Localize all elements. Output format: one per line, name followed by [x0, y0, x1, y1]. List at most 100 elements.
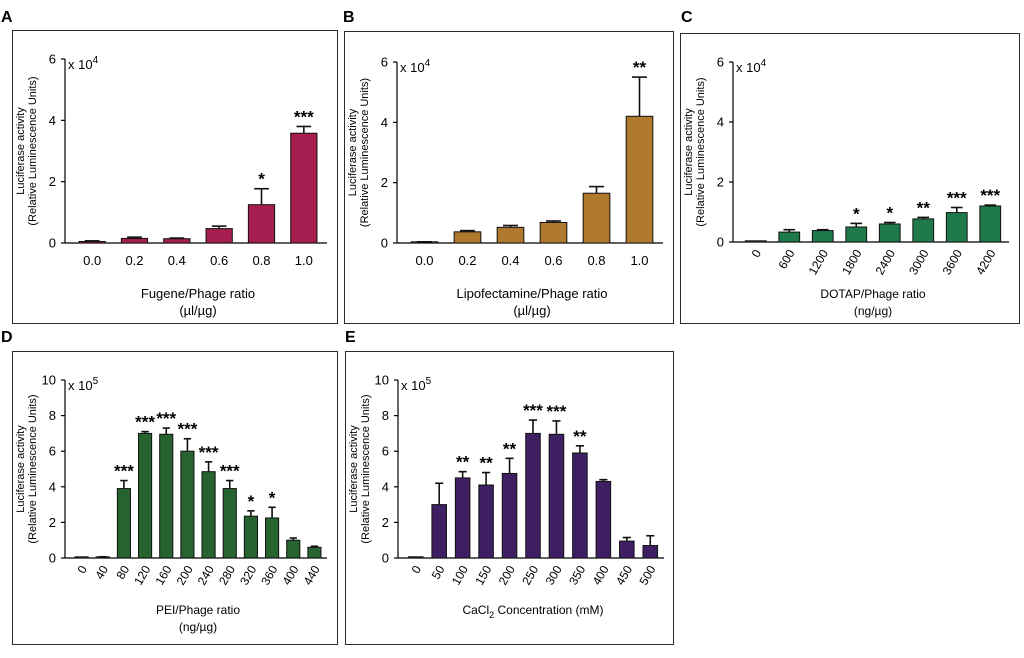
x-tick-label: 0.0	[83, 253, 101, 268]
panel-b: 0 2 4 6 x 104 Luciferase activity (Relative Lu…	[344, 31, 674, 324]
x-axis-label-units: (ng/µg)	[854, 304, 892, 318]
scale-label: x 104	[400, 58, 431, 75]
y-tick-label: 2	[717, 175, 724, 190]
panel-letter-c: C	[681, 9, 693, 26]
bar	[243, 515, 258, 559]
x-tick-label: 0	[74, 563, 90, 576]
y-tick-label: 2	[49, 174, 56, 189]
bar	[78, 240, 106, 244]
x-tick-label: 600	[775, 247, 797, 272]
chart-a: 0 2 4 6 x 104 Luciferase activity (Relative Lu…	[15, 52, 327, 318]
significance-marker: ***	[294, 107, 314, 126]
bar	[290, 132, 318, 244]
y-axis-label: Luciferase activity	[15, 107, 27, 195]
scale-label: x 104	[68, 55, 99, 72]
x-tick-label: 4200	[973, 247, 999, 277]
scale-exponent: 5	[426, 376, 432, 387]
x-tick-label: 0.6	[544, 253, 562, 268]
x-tick-label: 500	[636, 563, 658, 588]
significance-marker: ***	[177, 420, 197, 439]
scale-label: x 104	[736, 58, 767, 75]
x-axis-label: DOTAP/Phage ratio	[820, 287, 925, 301]
y-tick-label: 6	[381, 55, 388, 70]
x-tick-label: 1.0	[295, 253, 313, 268]
x-tick-label: 250	[519, 563, 541, 588]
x-tick-label: 0.8	[252, 253, 270, 268]
bar	[878, 223, 901, 243]
y-axis-label: Luciferase activity	[347, 108, 359, 196]
significance-marker: ***	[523, 401, 543, 420]
x-tick-label: 360	[258, 563, 280, 588]
bar	[845, 226, 868, 243]
bar	[912, 218, 935, 243]
x-tick-label: 200	[174, 563, 196, 588]
y-tick-label: 4	[382, 479, 389, 494]
y-tick-label: 0	[382, 551, 389, 566]
significance-marker: *	[258, 170, 265, 189]
bar	[744, 240, 767, 243]
bar	[201, 471, 216, 559]
significance-marker: ***	[114, 462, 134, 481]
bar	[265, 517, 280, 559]
bar	[778, 231, 801, 243]
x-tick-label: 3600	[940, 247, 966, 277]
x-axis-label-units: (µl/µg)	[179, 303, 216, 318]
bar	[163, 238, 191, 244]
bar	[454, 477, 471, 559]
significance-marker: ***	[547, 402, 567, 421]
x-tick-label: 0.6	[210, 253, 228, 268]
x-tick-label: 0	[409, 563, 425, 576]
significance-marker: ***	[947, 189, 967, 208]
y-tick-label: 2	[381, 175, 388, 190]
scale-exponent: 4	[425, 58, 431, 69]
x-tick-label: 80	[113, 563, 132, 582]
y-tick-label: 6	[49, 52, 56, 67]
x-axis-label: Lipofectamine/Phage ratio	[456, 286, 607, 301]
x-tick-label: 120	[131, 563, 153, 588]
x-tick-label: 150	[472, 563, 494, 588]
x-tick-label: 200	[496, 563, 518, 588]
x-tick-label: 3000	[906, 247, 932, 277]
bar	[979, 205, 1002, 243]
bar	[159, 433, 174, 559]
scale-exponent: 4	[93, 55, 99, 66]
significance-marker: ***	[980, 186, 1000, 205]
significance-marker: **	[917, 198, 931, 217]
bar	[811, 230, 834, 243]
x-tick-label: 450	[613, 563, 635, 588]
significance-marker: **	[573, 427, 587, 446]
x-tick-label: 400	[590, 563, 612, 588]
panel-d: 0 2 4 6 8 10 x 105 Luciferase activity (Relative…	[12, 351, 338, 645]
y-axis-label-units: (Relative Luminescence Units)	[359, 78, 371, 227]
scale-exponent: 5	[93, 376, 99, 387]
panel-letter-e: E	[345, 329, 356, 346]
x-tick-label: 2400	[873, 247, 899, 277]
bar	[138, 432, 153, 559]
y-tick-label: 4	[49, 479, 56, 494]
panel-c: 0 2 4 6 x 104 Luciferase activity (Relative Lu…	[680, 33, 1020, 324]
bar	[478, 484, 494, 559]
x-tick-label: 0.8	[587, 253, 605, 268]
significance-marker: ***	[220, 462, 240, 481]
x-tick-label: 160	[152, 563, 174, 588]
panel-letter-a: A	[1, 9, 13, 26]
bar	[407, 556, 424, 559]
y-tick-label: 4	[717, 115, 724, 130]
bar	[307, 546, 322, 559]
bar	[619, 540, 635, 559]
significance-marker: *	[269, 488, 276, 507]
panel-letter-b: B	[343, 9, 355, 26]
y-tick-label: 10	[42, 373, 56, 388]
scale-label: x 105	[68, 376, 99, 393]
y-axis-label: Luciferase activity	[348, 425, 360, 513]
chart-b: 0 2 4 6 x 104 Luciferase activity (Relative Lu…	[347, 55, 663, 318]
panel-a: 0 2 4 6 x 104 Luciferase activity (Relative Lu…	[12, 30, 338, 324]
y-tick-label: 8	[382, 408, 389, 423]
chart-d: 0 2 4 6 8 10 x 105 Luciferase activity (Relative…	[15, 373, 327, 634]
x-tick-label: 0.4	[168, 253, 186, 268]
x-tick-label: 0.0	[415, 253, 433, 268]
y-tick-label: 0	[381, 236, 388, 251]
chart-e: 0 2 4 6 8 10 x 105 Luciferase activity (Relative…	[348, 373, 664, 620]
y-axis-label-units: (Relative Luminescence Units)	[695, 77, 707, 226]
y-tick-label: 6	[717, 55, 724, 70]
